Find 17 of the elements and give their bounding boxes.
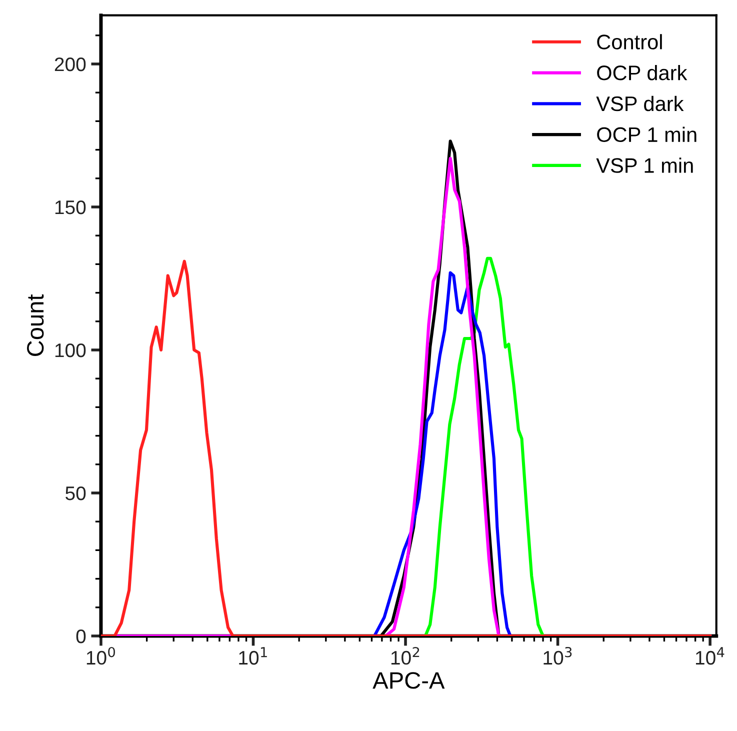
legend-label: OCP dark	[597, 64, 688, 80]
legend-label: Control	[597, 34, 662, 50]
y-tick-label: 100	[55, 343, 86, 358]
legend-label: OCP 1 min	[597, 126, 696, 142]
y-tick-label: 200	[54, 57, 86, 72]
y-tick-label: 0	[76, 629, 86, 644]
x-axis-title: APC-A	[372, 672, 445, 689]
legend-label: VSP 1 min	[596, 158, 693, 173]
y-axis-title: Count	[27, 294, 44, 356]
y-tick-label: 50	[66, 486, 86, 500]
x-tick-label: 10$^{1}$	[239, 647, 267, 665]
x-tick-label: 10$^{2}$	[391, 646, 420, 665]
x-tick-label: 10$^{4}$	[696, 647, 724, 665]
legend-label: VSP dark	[596, 96, 684, 112]
x-tick-label: 10$^{0}$	[86, 646, 115, 665]
y-tick-label: 150	[55, 200, 86, 214]
x-tick-label: 10$^{3}$	[544, 646, 572, 665]
